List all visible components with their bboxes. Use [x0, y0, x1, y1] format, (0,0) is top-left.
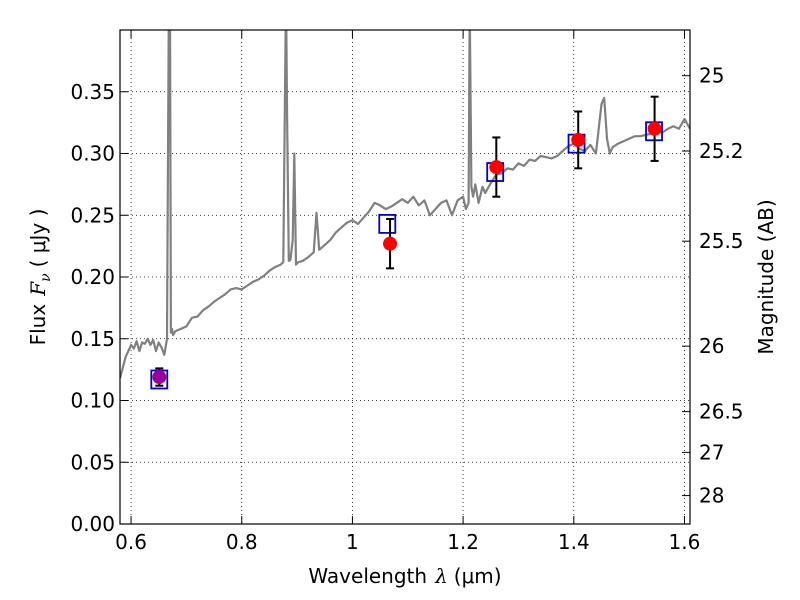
- x-tick-label: 1.2: [447, 530, 479, 554]
- x-tick-label: 0.6: [115, 530, 147, 554]
- marker-layer: [150, 95, 663, 390]
- observed-flux-point: [152, 370, 167, 385]
- model-spectrum-line: [120, 30, 690, 379]
- y-tick-label: 0.25: [70, 203, 115, 227]
- y2-tick-label: 27: [699, 440, 724, 464]
- data-layer: [120, 30, 690, 379]
- y-tick-label: 0.05: [70, 450, 115, 474]
- x-axis-label: Wavelength λ (μm): [308, 564, 501, 588]
- y-tick-label: 0.20: [70, 265, 115, 289]
- y2-tick-label: 26: [699, 334, 724, 358]
- ticks: 0.6 0.8 1 1.2 1.4 1.6 0.00 0.05 0.10 0.15 0.20 0.25…: [70, 30, 744, 554]
- y-tick-label: 0.10: [70, 389, 115, 413]
- y2-tick-label: 25: [699, 64, 724, 88]
- observed-flux-point: [647, 121, 662, 136]
- observed-flux-point: [571, 132, 586, 147]
- y-tick-label: 0.15: [70, 327, 115, 351]
- x-tick-label: 1.4: [558, 530, 590, 554]
- y-axis-label: FluxFν( μJy ): [26, 209, 54, 346]
- observed-flux-point: [383, 236, 398, 251]
- y2-tick-label: 25.2: [699, 139, 744, 163]
- observed-flux-point: [489, 160, 504, 175]
- y-tick-label: 0.30: [70, 142, 115, 166]
- y-tick-label: 0.35: [70, 80, 115, 104]
- y2-axis-label: Magnitude (AB): [754, 199, 778, 354]
- x-tick-label: 0.8: [226, 530, 258, 554]
- y-tick-label: 0.00: [70, 512, 115, 536]
- x-tick-label: 1: [346, 530, 359, 554]
- y2-tick-label: 25.5: [699, 229, 744, 253]
- y2-tick-label: 26.5: [699, 400, 744, 424]
- x-tick-label: 1.6: [669, 530, 701, 554]
- model-photometry-box: [378, 213, 397, 234]
- y2-tick-label: 28: [699, 484, 724, 508]
